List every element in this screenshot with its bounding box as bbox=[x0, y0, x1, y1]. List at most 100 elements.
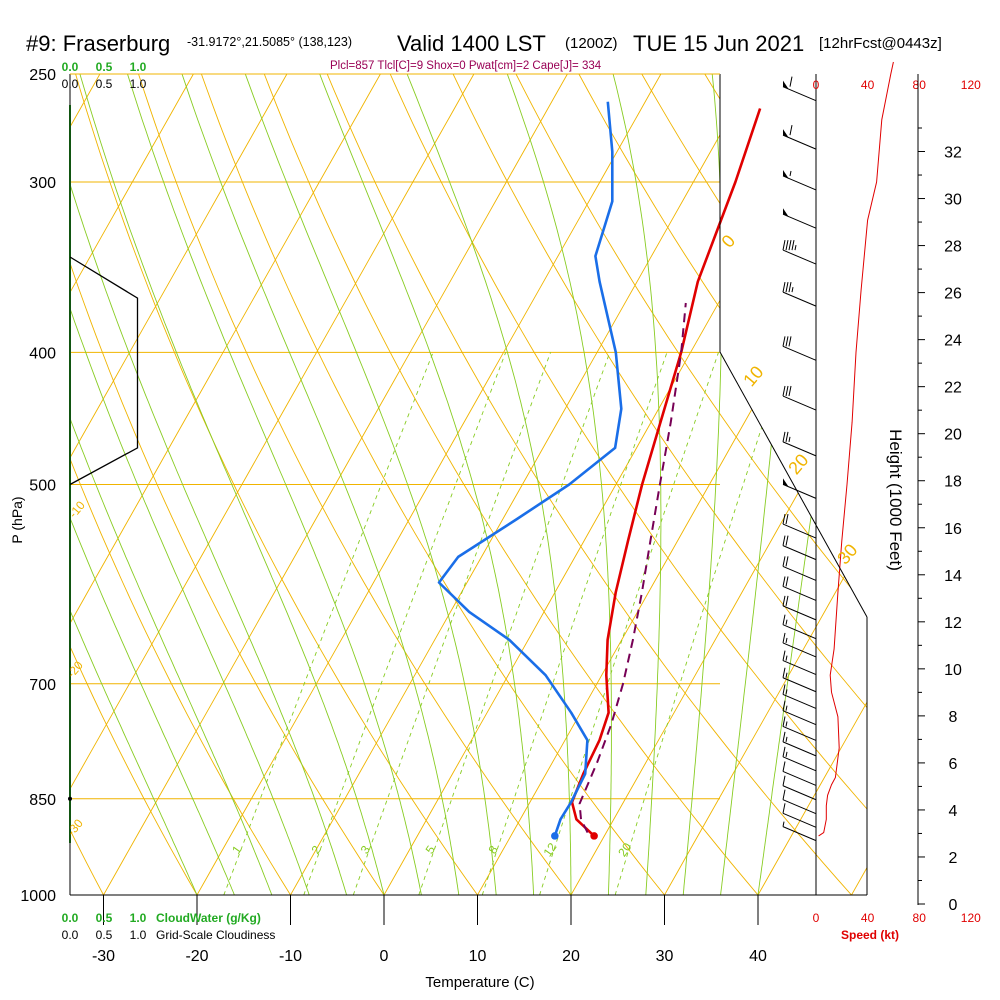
forecast-info: [12hrFcst@0443z] bbox=[819, 35, 942, 52]
wind-barb-half-feather bbox=[782, 821, 785, 827]
dry-adiabat-line bbox=[200, 74, 665, 895]
valid-date: TUE 15 Jun 2021 bbox=[633, 31, 804, 56]
mixing-ratio-line bbox=[303, 352, 507, 895]
panel-edge-line bbox=[719, 351, 868, 618]
mixing-ratio-label: 5 bbox=[423, 843, 438, 857]
sounding-series bbox=[437, 101, 762, 840]
wind-barb-feather bbox=[782, 595, 786, 606]
wind-barb-feather bbox=[785, 240, 789, 251]
height-tick-label: 12 bbox=[944, 615, 962, 632]
dry-adiabat-line bbox=[263, 74, 759, 895]
wind-barb-feather bbox=[782, 684, 786, 695]
dry-adiabat-line bbox=[70, 457, 291, 895]
moist-adiabat-line bbox=[70, 307, 310, 895]
wind-barb bbox=[782, 642, 817, 658]
y-axis-label: P (hPa) bbox=[9, 496, 25, 543]
wind-barb-feather bbox=[782, 650, 786, 661]
parcel-parameters: Plcl=857 Tlcl[C]=9 Shox=0 Pwat[cm]=2 Cap… bbox=[330, 60, 602, 72]
wind-barb-feather bbox=[782, 761, 786, 772]
site-coords: -31.9172°,21.5085° (138,123) bbox=[187, 35, 352, 49]
wind-barb-feather bbox=[788, 385, 792, 397]
isotherm-label: -20 bbox=[64, 658, 86, 681]
wind-barb-feather bbox=[782, 556, 786, 567]
moist-adiabat-line bbox=[244, 74, 497, 895]
wind-barb-feather bbox=[782, 282, 786, 293]
wind-barb bbox=[782, 586, 817, 601]
cloudiness-axis-label: Grid-Scale Cloudiness bbox=[156, 928, 275, 942]
wind-barb bbox=[782, 660, 817, 676]
cloudiness-tick-top: 0.5 bbox=[96, 77, 113, 91]
cloudwater-tick-top: 0.0 bbox=[62, 60, 79, 74]
cloudwater-tick-bottom: 0.5 bbox=[96, 911, 113, 925]
wind-barb bbox=[782, 756, 817, 772]
isotherm-line bbox=[103, 74, 568, 895]
moist-adiabat-line bbox=[70, 182, 348, 895]
wind-barb-pennant bbox=[783, 208, 789, 218]
wind-barb-pennant bbox=[783, 129, 789, 139]
moist-adiabat-line bbox=[79, 74, 385, 895]
wind-barb-half-feather bbox=[785, 736, 788, 742]
wind-barb bbox=[782, 741, 817, 757]
isotherm-line bbox=[70, 74, 381, 625]
wind-speed-line bbox=[818, 61, 894, 837]
dewpoint-surface-point bbox=[551, 832, 559, 840]
mixing-ratio-line bbox=[418, 352, 611, 895]
mixing-ratio-label: 1 bbox=[229, 843, 244, 857]
wind-barb bbox=[782, 693, 817, 709]
wind-barb-feather bbox=[782, 431, 786, 442]
wind-barb-feather bbox=[782, 746, 786, 757]
wind-barb-feather bbox=[785, 336, 789, 347]
isotherm-line bbox=[70, 74, 475, 790]
wind-barb-half-feather bbox=[785, 637, 788, 644]
speed-tick-bottom: 0 bbox=[813, 911, 820, 925]
speed-axis-label: Speed (kt) bbox=[841, 928, 899, 942]
wind-barb-half-feather bbox=[789, 170, 792, 177]
isotherm-line bbox=[196, 74, 662, 895]
height-tick-label: 32 bbox=[944, 145, 962, 162]
mixing-ratio-line bbox=[614, 352, 787, 895]
dry-adiabat-line bbox=[70, 261, 385, 895]
temperature-tick-label: 10 bbox=[469, 948, 487, 965]
height-tick-label: 14 bbox=[944, 568, 962, 585]
wind-barb bbox=[782, 345, 817, 361]
wind-barb-pennant bbox=[783, 80, 789, 90]
site-title: #9: Fraserburg bbox=[26, 31, 170, 56]
cloudiness-profile bbox=[69, 256, 139, 486]
wind-barb bbox=[782, 785, 817, 801]
pressure-tick-label: 400 bbox=[29, 345, 56, 362]
wind-barb-feather bbox=[782, 731, 786, 742]
cloudiness-tick-bottom: 1.0 bbox=[130, 928, 147, 942]
pressure-tick-label: 250 bbox=[29, 67, 56, 84]
wind-barb-feather bbox=[782, 775, 786, 786]
wind-barb-feather bbox=[785, 595, 789, 606]
wind-barb-feather bbox=[785, 282, 789, 293]
dry-adiabat-line bbox=[452, 74, 867, 709]
temperature-tick-label: 20 bbox=[562, 948, 580, 965]
height-tick-label: 24 bbox=[944, 333, 962, 350]
temperature-tick-label: 0 bbox=[380, 948, 389, 965]
height-tick-label: 20 bbox=[944, 427, 962, 444]
x-axis-label: Temperature (C) bbox=[425, 974, 534, 991]
wind-barb-feather bbox=[782, 240, 786, 251]
wind-barb-feather bbox=[782, 535, 786, 546]
speed-tick-top: 120 bbox=[961, 78, 981, 92]
wind-barb-half-feather bbox=[794, 245, 797, 251]
dewpoint-line bbox=[437, 101, 623, 837]
wind-barb-half-feather bbox=[791, 287, 794, 293]
cloudwater-profile bbox=[68, 105, 139, 843]
mixing-ratio-line bbox=[539, 352, 719, 895]
wind-barb-half-feather bbox=[785, 619, 788, 625]
height-tick-label: 22 bbox=[944, 380, 962, 397]
moist-adiabat-line bbox=[612, 74, 662, 895]
wind-barb bbox=[782, 249, 817, 265]
wind-barb-feather bbox=[785, 556, 789, 567]
chart-axes: 1 2 3 5 8 12 203020100-10-20-30250300400500700… bbox=[9, 60, 981, 991]
wind-barb-half-feather bbox=[785, 751, 788, 757]
wind-barb-half-feather bbox=[785, 655, 788, 661]
wind-barb-feather bbox=[782, 716, 786, 727]
speed-tick-top: 0 bbox=[813, 78, 820, 92]
cloudwater-tick-top: 1.0 bbox=[130, 60, 147, 74]
wind-barb bbox=[782, 799, 817, 815]
cloudiness-tick-bottom: 0.5 bbox=[96, 928, 113, 942]
